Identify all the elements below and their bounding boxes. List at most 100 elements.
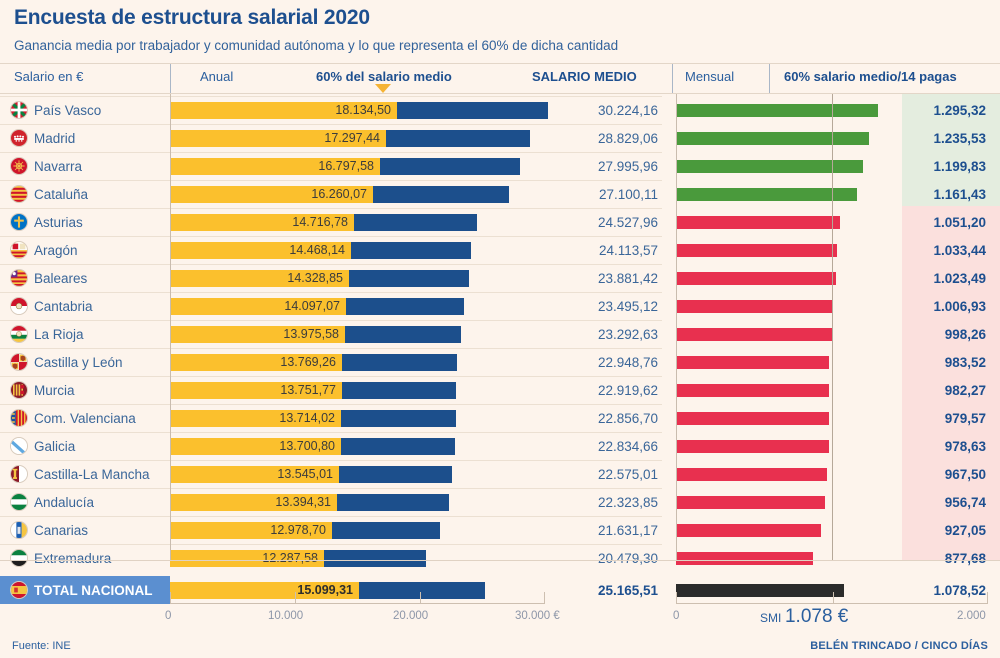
bar-monthly <box>676 160 863 173</box>
header-rule-bottom <box>0 93 1000 94</box>
panel-above-smi <box>902 94 1000 206</box>
salario-medio-value: 30.224,16 <box>597 103 658 118</box>
bar-60-pct-value: 18.134,50 <box>335 103 391 117</box>
monthly-value: 1.033,44 <box>933 243 986 258</box>
bar-60-pct: 16.260,07 <box>170 186 373 203</box>
region-name: País Vasco <box>34 103 102 118</box>
region-name: Canarias <box>34 523 89 538</box>
bar-60-pct-value: 14.097,07 <box>284 299 340 313</box>
bar-monthly <box>676 132 869 145</box>
table-row[interactable]: Aragón 14.468,14 24.113,57 1.033,44 <box>0 236 1000 264</box>
table-row[interactable]: Navarra 16.797,58 27.995,96 1.199,83 <box>0 152 1000 180</box>
flag-galicia <box>10 437 28 455</box>
monthly-value: 978,63 <box>944 439 986 454</box>
row-separator <box>0 404 662 405</box>
region-name: Cataluña <box>34 187 89 202</box>
region-name: Murcia <box>34 383 75 398</box>
table-row[interactable]: Extremadura 12.287,58 20.479,30 877,68 <box>0 544 1000 572</box>
salario-medio-value: 27.995,96 <box>597 159 658 174</box>
table-row[interactable]: TOTAL NACIONAL 15.099,31 25.165,51 1.078,52 <box>0 576 1000 604</box>
divider-left-2 <box>672 64 673 93</box>
right-chart-smi-line <box>832 94 833 561</box>
left-chart-baseline <box>170 94 171 561</box>
row-separator <box>0 152 662 153</box>
panel-below-smi <box>902 206 1000 561</box>
table-row[interactable]: Cataluña 16.260,07 27.100,11 1.161,43 <box>0 180 1000 208</box>
bar-monthly <box>676 412 829 425</box>
flag-cantabria <box>10 297 28 315</box>
bar-60-pct-value: 13.545,01 <box>277 467 333 481</box>
table-row[interactable]: Canarias 12.978,70 21.631,17 927,05 <box>0 516 1000 544</box>
flag-navarra <box>10 157 28 175</box>
table-row[interactable]: Murcia 13.751,77 22.919,62 982,27 <box>0 376 1000 404</box>
col-header-pct60-annual: 60% del salario medio <box>316 69 452 84</box>
salario-medio-value: 22.323,85 <box>597 495 658 510</box>
bar-60-pct: 14.097,07 <box>170 298 346 315</box>
salario-medio-value: 22.834,66 <box>597 439 658 454</box>
table-row[interactable]: Castilla-La Mancha 13.545,01 22.575,01 967,… <box>0 460 1000 488</box>
left-axis-label-0: 0 <box>165 610 172 622</box>
source-note: Fuente: INE <box>12 640 71 652</box>
table-row[interactable]: Baleares 14.328,85 23.881,42 1.023,49 <box>0 264 1000 292</box>
page-title: Encuesta de estructura salarial 2020 <box>14 6 370 29</box>
salario-medio-value: 23.881,42 <box>597 271 658 286</box>
monthly-value: 956,74 <box>944 495 986 510</box>
col-header-annual: Anual <box>200 69 234 84</box>
row-separator <box>0 348 662 349</box>
bar-monthly <box>676 384 829 397</box>
bar-60-pct-value: 13.394,31 <box>275 495 331 509</box>
bar-monthly <box>676 328 832 341</box>
table-row[interactable]: Castilla y León 13.769,26 22.948,76 983,52 <box>0 348 1000 376</box>
table-row[interactable]: La Rioja 13.975,58 23.292,63 998,26 <box>0 320 1000 348</box>
row-separator <box>0 208 662 209</box>
bar-60-pct: 12.978,70 <box>170 522 332 539</box>
region-name: Castilla-La Mancha <box>34 467 150 482</box>
flag-cataluna <box>10 185 28 203</box>
salario-medio-value: 22.575,01 <box>597 467 658 482</box>
row-separator <box>0 376 662 377</box>
smi-annotation: SMI 1.078 € <box>760 606 848 628</box>
flag-canarias <box>10 521 28 539</box>
table-row[interactable]: Madrid 17.297,44 28.829,06 1.235,53 <box>0 124 1000 152</box>
salario-medio-value: 20.479,30 <box>597 551 658 566</box>
monthly-value: 1.006,93 <box>933 299 986 314</box>
right-axis-label-2000: 2.000 <box>957 610 986 622</box>
col-header-monthly: Mensual <box>685 69 735 84</box>
smi-value: 1.078 € <box>784 606 849 627</box>
bar-monthly <box>676 216 840 229</box>
flag-asturias <box>10 213 28 231</box>
monthly-value: 877,68 <box>944 551 986 566</box>
region-name: Com. Valenciana <box>34 411 136 426</box>
monthly-value: 1.161,43 <box>933 187 986 202</box>
monthly-value: 982,27 <box>944 383 986 398</box>
flag-baleares <box>10 269 28 287</box>
row-separator <box>0 96 662 97</box>
divider-left-3 <box>769 64 770 93</box>
left-axis-label-20000: 20.000 <box>393 610 429 622</box>
region-name: TOTAL NACIONAL <box>34 583 153 598</box>
row-separator <box>0 460 662 461</box>
monthly-value: 927,05 <box>944 523 986 538</box>
bar-60-pct-value: 13.714,02 <box>279 411 335 425</box>
bar-60-pct: 13.751,77 <box>170 382 342 399</box>
row-separator <box>0 292 662 293</box>
monthly-value: 979,57 <box>944 411 986 426</box>
table-row[interactable]: Asturias 14.716,78 24.527,96 1.051,20 <box>0 208 1000 236</box>
table-row[interactable]: Galicia 13.700,80 22.834,66 978,63 <box>0 432 1000 460</box>
monthly-value: 967,50 <box>944 467 986 482</box>
table-row[interactable]: País Vasco 18.134,50 30.224,16 1.295,32 <box>0 96 1000 124</box>
table-row[interactable]: Andalucía 13.394,31 22.323,85 956,74 <box>0 488 1000 516</box>
left-axis-label-30000: 30.000 € <box>515 610 560 622</box>
bar-60-pct: 14.328,85 <box>170 270 349 287</box>
salario-medio-value: 21.631,17 <box>597 523 658 538</box>
bar-60-pct-value: 12.287,58 <box>262 551 318 565</box>
right-axis-tick-smi <box>833 592 834 603</box>
table-row[interactable]: Cantabria 14.097,07 23.495,12 1.006,93 <box>0 292 1000 320</box>
bar-60-pct: 13.394,31 <box>170 494 337 511</box>
monthly-value: 1.051,20 <box>933 215 986 230</box>
table-row[interactable]: Com. Valenciana 13.714,02 22.856,70 979,57 <box>0 404 1000 432</box>
flag-la-rioja <box>10 325 28 343</box>
bar-60-pct: 15.099,31 <box>170 582 359 599</box>
region-name: Aragón <box>34 243 78 258</box>
